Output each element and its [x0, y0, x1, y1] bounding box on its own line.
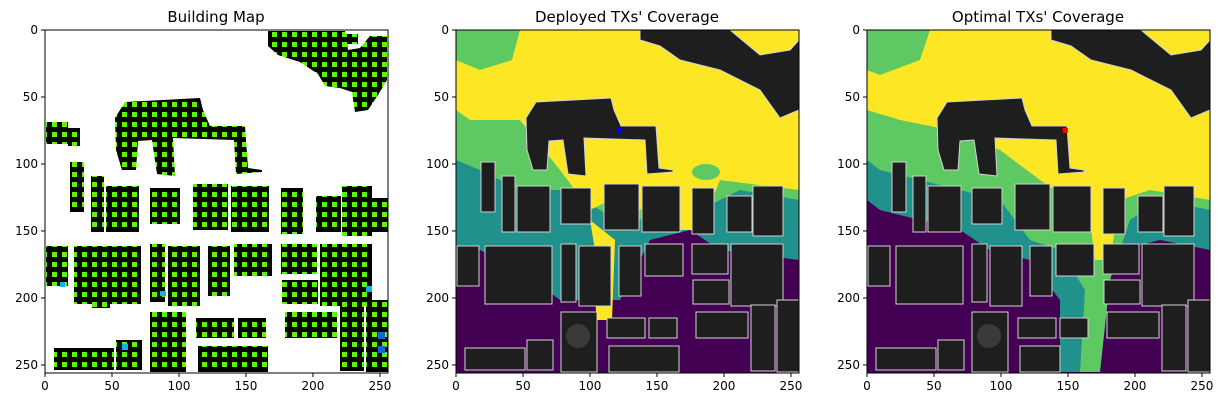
tx-marker — [616, 127, 622, 133]
y-tick-label: 200 — [426, 291, 449, 305]
x-tick-label: 150 — [646, 379, 669, 393]
x-tick-label: 100 — [990, 379, 1013, 393]
panel-title: Building Map — [167, 8, 264, 26]
y-tick-label: 150 — [15, 224, 38, 238]
marker-cyan — [366, 286, 372, 292]
panel-title: Optimal TXs' Coverage — [952, 8, 1124, 26]
x-tick-label: 250 — [369, 379, 392, 393]
y-tick-label: 50 — [845, 90, 860, 104]
y-tick-label: 100 — [837, 157, 860, 171]
x-tick-label: 50 — [104, 379, 119, 393]
x-tick-label: 100 — [579, 379, 602, 393]
x-tick-label: 200 — [302, 379, 325, 393]
y-tick-label: 200 — [837, 291, 860, 305]
y-tick-label: 200 — [15, 291, 38, 305]
x-tick-label: 150 — [1057, 379, 1080, 393]
panel-deployed-coverage: Deployed TXs' Coverage — [426, 8, 802, 393]
y-tick-label: 250 — [426, 358, 449, 372]
x-tick-label: 200 — [713, 379, 736, 393]
y-tick-label: 150 — [837, 224, 860, 238]
y-tick-label: 50 — [434, 90, 449, 104]
panel-title: Deployed TXs' Coverage — [535, 8, 719, 26]
x-tick-label: 50 — [515, 379, 530, 393]
tx-marker — [1062, 127, 1068, 133]
building-blocks — [46, 31, 388, 372]
marker-blue — [378, 332, 385, 339]
y-tick-label: 100 — [15, 157, 38, 171]
x-tick-label: 200 — [1124, 379, 1147, 393]
y-tick-label: 100 — [426, 157, 449, 171]
x-tick-label: 150 — [235, 379, 258, 393]
panel-optimal-coverage: Optimal TXs' Coverage — [837, 8, 1213, 393]
x-tick-label: 0 — [863, 379, 871, 393]
x-tick-label: 250 — [780, 379, 803, 393]
x-tick-label: 0 — [452, 379, 460, 393]
x-tick-label: 100 — [168, 379, 191, 393]
y-tick-label: 0 — [852, 23, 860, 37]
y-tick-label: 250 — [837, 358, 860, 372]
y-tick-label: 50 — [23, 90, 38, 104]
optimal-coverage-image — [867, 30, 1210, 373]
y-tick-label: 0 — [441, 23, 449, 37]
y-tick-label: 250 — [15, 358, 38, 372]
y-tick-label: 150 — [426, 224, 449, 238]
panel-building-map: Building Map — [15, 8, 391, 393]
x-tick-label: 250 — [1191, 379, 1214, 393]
coverage-buildings — [456, 30, 799, 373]
y-tick-label: 0 — [30, 23, 38, 37]
x-tick-label: 50 — [926, 379, 941, 393]
x-tick-label: 0 — [41, 379, 49, 393]
coverage-buildings — [867, 30, 1210, 373]
building-map-image — [45, 30, 388, 373]
deployed-coverage-image — [456, 30, 799, 373]
